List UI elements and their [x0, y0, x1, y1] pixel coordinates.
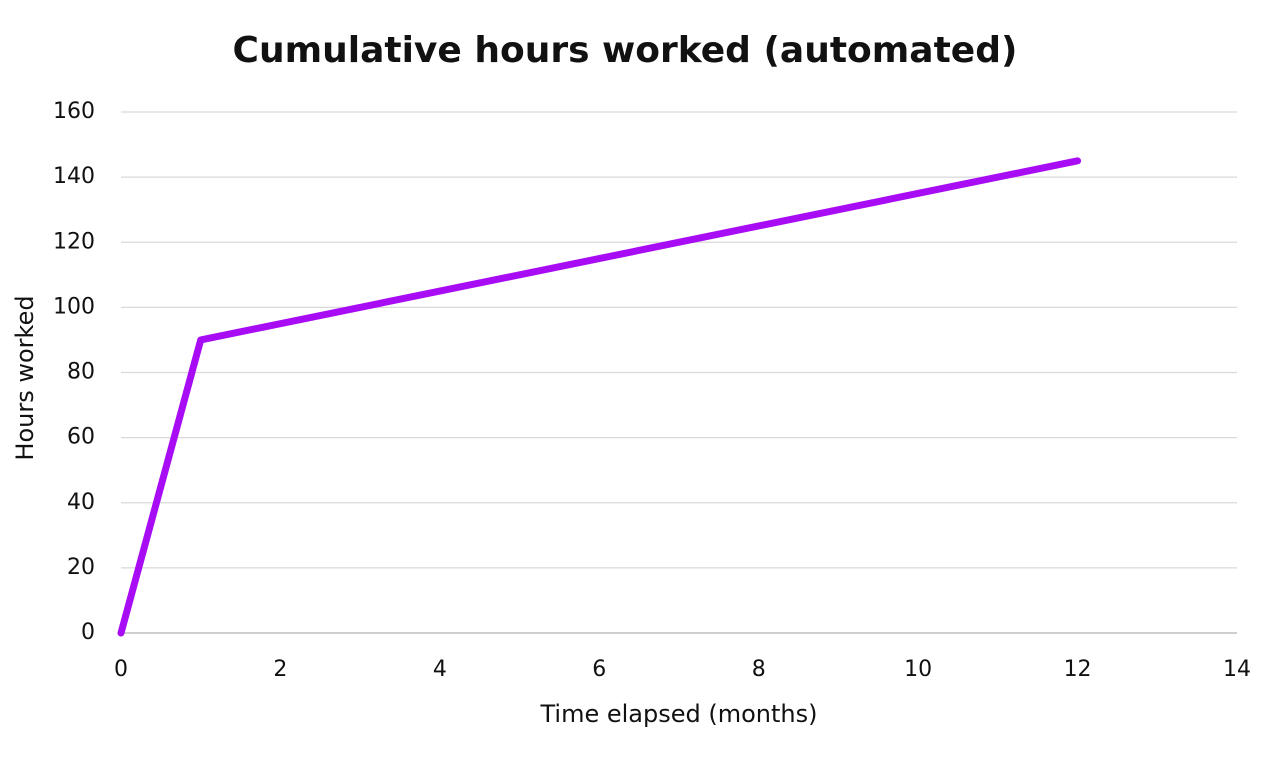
y-tick-label: 0	[81, 620, 95, 645]
x-tick-label: 2	[273, 657, 287, 682]
y-tick-label: 20	[67, 555, 95, 580]
data-line	[117, 157, 1082, 637]
x-tick-label: 8	[752, 657, 766, 682]
y-tick-label: 80	[67, 360, 95, 385]
x-tick-label: 12	[1064, 657, 1092, 682]
x-tick-label: 6	[592, 657, 606, 682]
y-axis-label: Hours worked	[11, 295, 39, 460]
x-tick-label: 14	[1223, 657, 1251, 682]
y-tick-label: 60	[67, 425, 95, 450]
y-tick-label: 40	[67, 490, 95, 515]
y-tick-label: 140	[53, 164, 95, 189]
y-tick-label: 120	[53, 229, 95, 254]
x-axis-label: Time elapsed (months)	[540, 700, 818, 728]
x-tick-label: 0	[114, 657, 128, 682]
x-tick-label: 10	[904, 657, 932, 682]
y-tick-label: 160	[53, 99, 95, 124]
y-tick-label: 100	[53, 294, 95, 319]
chart-title: Cumulative hours worked (automated)	[233, 30, 1018, 71]
x-tick-label: 4	[433, 657, 447, 682]
